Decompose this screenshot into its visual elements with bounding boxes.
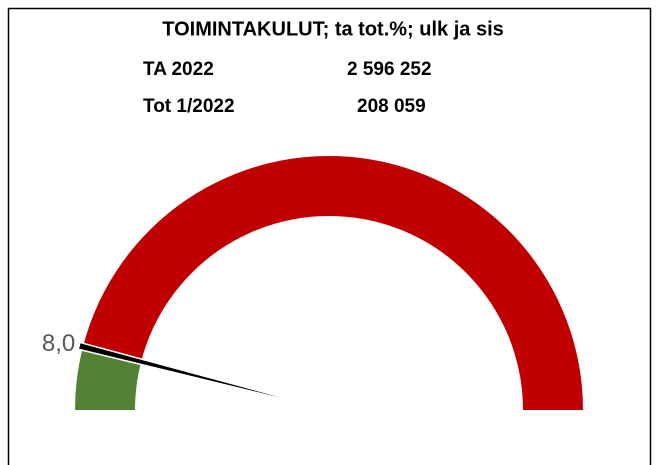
info-value: 2 596 252 bbox=[347, 59, 432, 80]
info-value: 208 059 bbox=[357, 96, 426, 117]
gauge-rest-arc bbox=[82, 155, 584, 410]
chart-title: TOIMINTAKULUT; ta tot.%; ulk ja sis bbox=[162, 18, 504, 40]
info-label: TA 2022 bbox=[143, 59, 214, 80]
gauge-value-label: 8,0 bbox=[42, 330, 75, 357]
gauge-needle bbox=[77, 341, 338, 413]
gauge-value-arc bbox=[75, 346, 142, 410]
info-label: Tot 1/2022 bbox=[143, 96, 235, 117]
